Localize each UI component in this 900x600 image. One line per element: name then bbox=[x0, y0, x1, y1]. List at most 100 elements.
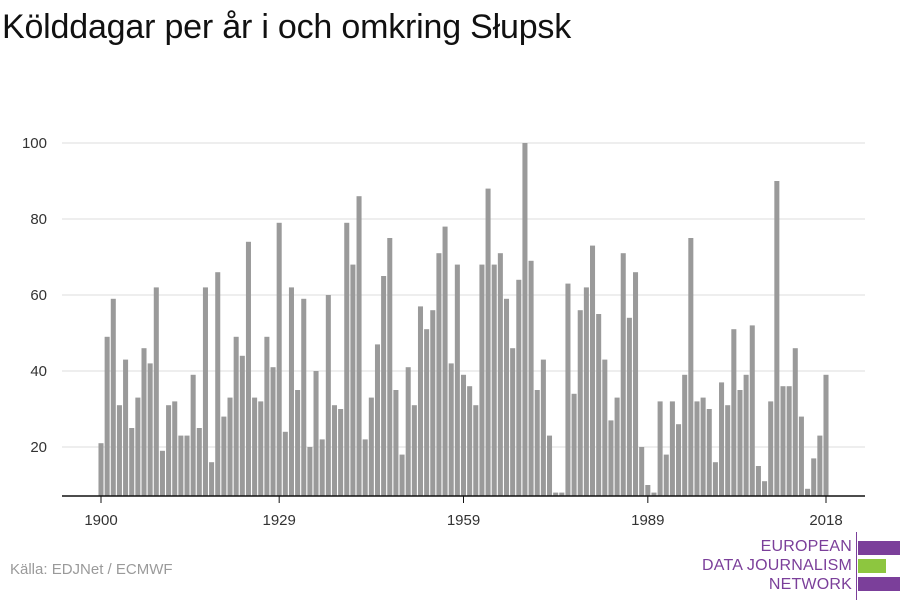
bar-1980 bbox=[590, 245, 596, 496]
bar-1944 bbox=[368, 397, 374, 496]
bar-1962 bbox=[479, 264, 485, 496]
bar-1930 bbox=[282, 431, 288, 496]
bar-1954 bbox=[430, 310, 436, 496]
bar-1965 bbox=[497, 253, 503, 496]
bar-1928 bbox=[270, 367, 276, 496]
bar-1972 bbox=[540, 359, 546, 496]
bar-1941 bbox=[350, 264, 356, 496]
bar-2010 bbox=[774, 181, 780, 496]
bar-1904 bbox=[123, 359, 129, 496]
bar-1975 bbox=[559, 492, 565, 496]
bar-1913 bbox=[178, 435, 184, 496]
bar-1900 bbox=[98, 443, 104, 496]
bar-2011 bbox=[780, 386, 786, 496]
logo-bar-purple-bottom bbox=[858, 577, 900, 591]
logo-separator bbox=[856, 532, 857, 600]
y-tick-label: 40 bbox=[30, 363, 47, 380]
bar-1958 bbox=[454, 264, 460, 496]
y-axis-ticks: 20 40 60 80 100 bbox=[22, 135, 47, 456]
bar-1989 bbox=[645, 485, 651, 496]
bar-2006 bbox=[749, 325, 755, 496]
bar-2001 bbox=[719, 382, 725, 496]
bar-1971 bbox=[534, 390, 540, 496]
bar-1933 bbox=[301, 298, 307, 496]
bar-2008 bbox=[762, 481, 768, 496]
bar-1994 bbox=[676, 424, 682, 496]
bar-2004 bbox=[737, 390, 743, 496]
bar-1985 bbox=[620, 253, 626, 496]
bar-1982 bbox=[602, 359, 608, 496]
bar-1937 bbox=[325, 295, 331, 496]
bar-1947 bbox=[387, 238, 393, 496]
bar-1956 bbox=[442, 226, 448, 496]
bar-1916 bbox=[196, 428, 202, 496]
bar-1945 bbox=[374, 344, 381, 496]
bar-1997 bbox=[694, 401, 700, 496]
source-note: Källa: EDJNet / ECMWF bbox=[10, 561, 173, 578]
bar-1987 bbox=[633, 272, 639, 496]
bar-1967 bbox=[510, 348, 516, 496]
bar-1943 bbox=[362, 439, 368, 496]
bar-2005 bbox=[743, 374, 749, 496]
bar-1936 bbox=[319, 439, 325, 496]
bar-1903 bbox=[116, 405, 122, 496]
bar-1961 bbox=[473, 405, 479, 496]
bar-1939 bbox=[338, 409, 344, 496]
logo-bar-purple-top bbox=[858, 541, 900, 555]
bar-1906 bbox=[135, 397, 141, 496]
y-tick-label: 80 bbox=[30, 211, 47, 228]
bar-1918 bbox=[209, 462, 215, 496]
bar-1995 bbox=[682, 374, 688, 496]
bar-1968 bbox=[516, 279, 522, 496]
bar-1951 bbox=[411, 405, 417, 496]
bar-1988 bbox=[639, 447, 645, 496]
bar-1919 bbox=[215, 272, 221, 496]
bar-1990 bbox=[651, 492, 657, 496]
bar-2000 bbox=[712, 462, 718, 496]
bar-1922 bbox=[233, 336, 239, 496]
bar-2013 bbox=[792, 348, 798, 496]
bar-1912 bbox=[172, 401, 178, 496]
y-tick-label: 100 bbox=[22, 135, 47, 152]
bar-1991 bbox=[657, 401, 663, 496]
bar-1921 bbox=[227, 397, 233, 496]
bar-1992 bbox=[663, 454, 669, 496]
logo-line-1: EUROPEAN bbox=[760, 538, 852, 555]
bar-1976 bbox=[565, 283, 571, 496]
bar-1927 bbox=[264, 336, 270, 496]
bar-2009 bbox=[768, 401, 774, 496]
bar-1946 bbox=[381, 276, 387, 496]
logo-line-2: DATA JOURNALISM bbox=[702, 557, 852, 574]
edjnet-logo: EUROPEAN DATA JOURNALISM NETWORK bbox=[700, 532, 900, 600]
bar-1998 bbox=[700, 397, 706, 496]
bar-1915 bbox=[190, 374, 196, 496]
bar-1942 bbox=[356, 196, 362, 496]
bar-1925 bbox=[252, 397, 258, 496]
bar-1940 bbox=[344, 222, 350, 497]
bar-1955 bbox=[436, 253, 442, 496]
bar-1950 bbox=[405, 367, 411, 496]
bar-1963 bbox=[485, 188, 491, 496]
x-tick-label: 1959 bbox=[447, 512, 480, 529]
x-tick-label: 2018 bbox=[809, 512, 842, 529]
bar-2018 bbox=[823, 374, 829, 496]
bar-1957 bbox=[448, 363, 454, 496]
bar-1926 bbox=[258, 401, 264, 496]
x-axis-ticks: 1900 1929 1959 1989 2018 bbox=[84, 496, 843, 529]
bar-1983 bbox=[608, 420, 614, 496]
bar-1969 bbox=[522, 143, 528, 496]
bar-1973 bbox=[546, 435, 553, 496]
y-tick-label: 20 bbox=[30, 439, 47, 456]
bar-1953 bbox=[424, 329, 430, 496]
bar-1964 bbox=[491, 264, 497, 496]
bar-1908 bbox=[147, 363, 153, 496]
bar-1938 bbox=[331, 405, 337, 496]
gridlines bbox=[62, 142, 865, 448]
y-tick-label: 60 bbox=[30, 287, 47, 304]
bar-2017 bbox=[817, 435, 823, 496]
bar-1924 bbox=[245, 241, 251, 496]
bar-1905 bbox=[129, 428, 135, 496]
bar-1996 bbox=[688, 238, 694, 496]
bar-1960 bbox=[467, 386, 473, 496]
bar-2015 bbox=[805, 488, 811, 496]
